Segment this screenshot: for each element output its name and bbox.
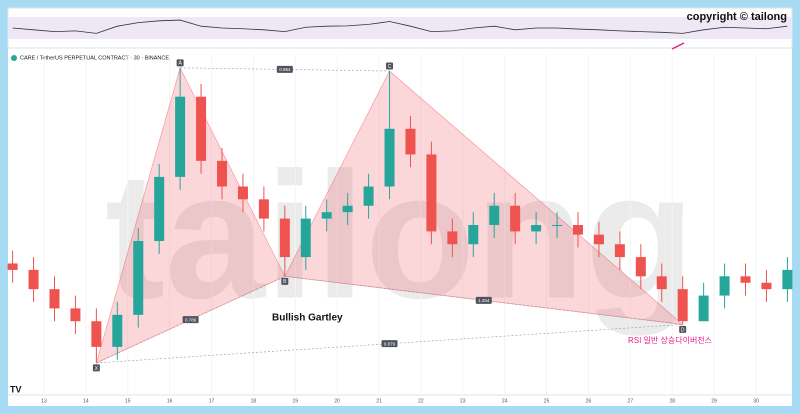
candle-body [719, 276, 730, 296]
candle-body [698, 295, 709, 322]
ratio-label: 0.786 [185, 317, 197, 322]
candle-body [510, 205, 521, 232]
symbol-title: CARE / TetherUS PERPETUAL CONTRACT · 30 … [20, 55, 169, 61]
candle-body [300, 218, 311, 258]
candle-body [635, 257, 646, 277]
candle-body [196, 96, 207, 161]
candle-body [468, 225, 479, 245]
candle-body [28, 269, 39, 290]
candle-body [740, 276, 751, 283]
candle-body [258, 199, 269, 219]
symbol-icon [11, 55, 17, 61]
x-tick-label: 23 [460, 398, 466, 404]
x-tick-label: 19 [293, 398, 299, 404]
tv-logo: TV [10, 384, 22, 394]
ratio-box [182, 316, 199, 324]
rsi-band [8, 17, 792, 39]
ratio-line [96, 276, 285, 364]
candle-body [531, 225, 542, 232]
x-tick-label: 25 [544, 398, 550, 404]
ratio-box [381, 340, 398, 348]
point-label: A [178, 61, 182, 67]
point-label: X [95, 366, 99, 372]
candle-body [761, 282, 772, 290]
candle-body [593, 234, 604, 245]
rsi-divergence [671, 42, 685, 50]
candle-body [447, 231, 458, 245]
x-tick-label: 17 [209, 398, 215, 404]
candle-body [154, 176, 165, 242]
candle-body [656, 276, 667, 290]
annotation: RSI 일반 상승다이버전스 [628, 335, 712, 345]
candle-body [91, 321, 102, 347]
candle-body [782, 269, 793, 290]
ratio-label: 1.254 [478, 298, 490, 303]
candle-body [677, 289, 688, 322]
candle-body [70, 308, 81, 322]
point-box [92, 364, 100, 372]
x-tick-label: 15 [125, 398, 131, 404]
candle-body [342, 205, 353, 213]
x-tick-label: 27 [628, 398, 634, 404]
candle-body [489, 205, 500, 225]
x-tick-label: 29 [711, 398, 717, 404]
candle-body [7, 263, 18, 270]
x-tick-label: 13 [41, 398, 47, 404]
x-tick-label: 21 [376, 398, 382, 404]
chart-area [8, 8, 792, 406]
point-label: D [681, 327, 685, 333]
x-tick-label: 16 [167, 398, 173, 404]
pattern-name: Bullish Gartley [272, 313, 343, 324]
point-box [176, 59, 184, 67]
candle-body [572, 225, 583, 235]
point-box [281, 277, 289, 285]
x-tick-label: 22 [418, 398, 424, 404]
candle-body [217, 160, 228, 187]
point-box [679, 325, 687, 333]
candle-body [112, 314, 123, 347]
copyright: copyright © tailong [687, 11, 787, 23]
candle-body [384, 128, 395, 187]
x-tick-label: 30 [753, 398, 759, 404]
ratio-label: 0.964 [279, 67, 291, 72]
candle-body [237, 186, 248, 200]
candle-body [133, 241, 144, 315]
candle-body [405, 128, 416, 155]
candle-body [614, 244, 625, 258]
candle-body [426, 154, 437, 232]
candle-body [363, 186, 374, 206]
ratio-box [276, 65, 293, 73]
rsi-line [12, 19, 788, 34]
x-tick-label: 28 [669, 398, 675, 404]
candle-body [321, 212, 332, 219]
point-label: B [283, 279, 287, 285]
candle-body [279, 218, 290, 258]
ratio-box [475, 296, 492, 304]
point-label: C [388, 64, 392, 70]
ratio-label: 0.879 [384, 341, 396, 346]
candle-body [175, 96, 186, 177]
x-tick-label: 14 [83, 398, 89, 404]
point-box [386, 62, 394, 70]
candle-body [49, 289, 60, 309]
x-tick-label: 26 [586, 398, 592, 404]
x-tick-label: 18 [251, 398, 257, 404]
x-tick-label: 20 [334, 398, 340, 404]
candle-body [552, 225, 563, 226]
x-tick-label: 24 [502, 398, 508, 404]
